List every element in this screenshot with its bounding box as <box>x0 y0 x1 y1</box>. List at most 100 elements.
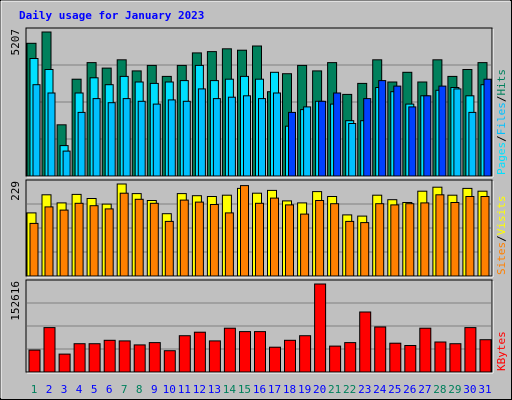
bar-sites-day-28 <box>435 194 445 277</box>
day-label-27: 27 <box>418 383 431 396</box>
bar-pages-day-25 <box>393 85 402 177</box>
bar-sites-day-7 <box>119 192 129 277</box>
bar-pages-day-11 <box>182 100 191 177</box>
legend-part: Pages <box>495 142 508 175</box>
bar-pages-day-17 <box>273 92 281 177</box>
bar-pages-day-29 <box>453 88 462 177</box>
bar-kbytes-day-27 <box>419 327 432 373</box>
day-label-5: 5 <box>91 383 98 396</box>
bar-pages-day-31 <box>483 78 492 177</box>
day-label-17: 17 <box>268 383 281 396</box>
day-label-18: 18 <box>283 383 296 396</box>
bar-pages-day-9 <box>152 103 161 177</box>
bar-pages-day-19 <box>303 106 312 177</box>
bar-pages-day-12 <box>197 88 206 177</box>
bar-kbytes-day-30 <box>464 327 477 373</box>
bar-kbytes-day-8 <box>133 344 146 373</box>
bar-pages-day-2 <box>47 92 56 177</box>
day-label-31: 31 <box>478 383 491 396</box>
day-label-15: 15 <box>238 383 251 396</box>
day-label-20: 20 <box>313 383 326 396</box>
bar-sites-day-11 <box>179 199 189 277</box>
day-label-22: 22 <box>343 383 356 396</box>
legend-part: Hits <box>495 69 508 96</box>
day-label-2: 2 <box>46 383 53 396</box>
bar-pages-day-23 <box>363 98 372 177</box>
bar-pages-day-6 <box>107 102 116 177</box>
bar-sites-day-9 <box>149 202 159 277</box>
bar-sites-day-24 <box>375 203 385 277</box>
bar-sites-day-21 <box>330 203 340 277</box>
series-legend: KBytes <box>495 331 508 371</box>
bar-pages-day-24 <box>378 80 387 177</box>
bar-kbytes-day-20 <box>314 283 327 373</box>
bar-sites-day-25 <box>390 204 400 277</box>
day-label-3: 3 <box>61 383 68 396</box>
bar-kbytes-day-22 <box>344 342 357 373</box>
day-label-1: 1 <box>31 383 38 396</box>
bar-sites-day-16 <box>255 202 264 277</box>
panel-kbytes: 152616 KBytes <box>9 279 508 374</box>
bar-sites-day-2 <box>44 206 54 277</box>
bar-kbytes-day-31 <box>479 339 492 373</box>
chart-panels: 5207Pages/Files/Hits229Sites/Visits15261… <box>9 27 508 396</box>
day-label-25: 25 <box>388 383 401 396</box>
bar-kbytes-day-28 <box>434 341 447 373</box>
bar-kbytes-day-1 <box>28 349 41 373</box>
ymax-label: 229 <box>9 181 22 201</box>
bar-kbytes-day-9 <box>148 342 161 373</box>
bar-kbytes-day-5 <box>88 343 101 373</box>
bar-pages-day-27 <box>423 95 432 177</box>
day-label-11: 11 <box>178 383 191 396</box>
day-label-26: 26 <box>403 383 416 396</box>
legend-part: Visits <box>495 196 508 236</box>
bar-sites-day-3 <box>59 209 69 277</box>
day-label-13: 13 <box>208 383 221 396</box>
bar-pages-day-18 <box>288 111 296 177</box>
bar-pages-day-5 <box>92 98 101 177</box>
bar-pages-day-28 <box>438 85 447 177</box>
day-label-4: 4 <box>76 383 83 396</box>
day-label-21: 21 <box>328 383 341 396</box>
bar-kbytes-day-6 <box>103 339 116 373</box>
day-label-10: 10 <box>163 383 176 396</box>
bar-kbytes-day-16 <box>254 331 266 373</box>
bar-sites-day-15 <box>240 185 249 277</box>
bar-kbytes-day-17 <box>269 346 281 373</box>
bar-pages-day-15 <box>243 95 251 177</box>
bar-kbytes-day-29 <box>449 343 462 373</box>
day-label-23: 23 <box>358 383 371 396</box>
day-label-14: 14 <box>223 383 237 396</box>
legend-part: / <box>495 96 508 103</box>
day-label-24: 24 <box>373 383 387 396</box>
bar-pages-day-10 <box>167 99 176 177</box>
bar-pages-day-21 <box>333 92 342 177</box>
bar-sites-day-8 <box>134 198 144 277</box>
day-label-6: 6 <box>106 383 113 396</box>
bar-kbytes-day-3 <box>58 353 71 373</box>
bar-pages-day-20 <box>318 100 327 177</box>
bar-sites-day-6 <box>104 208 114 277</box>
ymax-label: 5207 <box>9 29 22 56</box>
series-legend: Sites/Visits <box>495 196 508 276</box>
bar-kbytes-day-18 <box>284 339 296 373</box>
bar-sites-day-10 <box>164 220 174 277</box>
bar-kbytes-day-19 <box>299 335 312 373</box>
legend-part: Sites <box>495 242 508 275</box>
bar-sites-day-13 <box>209 204 219 277</box>
bar-kbytes-day-14 <box>223 327 236 373</box>
day-label-28: 28 <box>433 383 446 396</box>
bar-sites-day-26 <box>405 203 415 277</box>
bar-kbytes-day-10 <box>163 350 176 373</box>
legend-part: / <box>495 235 508 242</box>
bar-sites-day-18 <box>285 204 294 277</box>
bar-kbytes-day-23 <box>359 311 372 373</box>
bar-sites-day-1 <box>29 222 39 277</box>
bar-kbytes-day-4 <box>73 343 86 373</box>
day-label-30: 30 <box>463 383 476 396</box>
ymax-label: 152616 <box>9 281 22 321</box>
bar-pages-day-14 <box>227 96 236 177</box>
bar-pages-day-30 <box>468 111 477 177</box>
